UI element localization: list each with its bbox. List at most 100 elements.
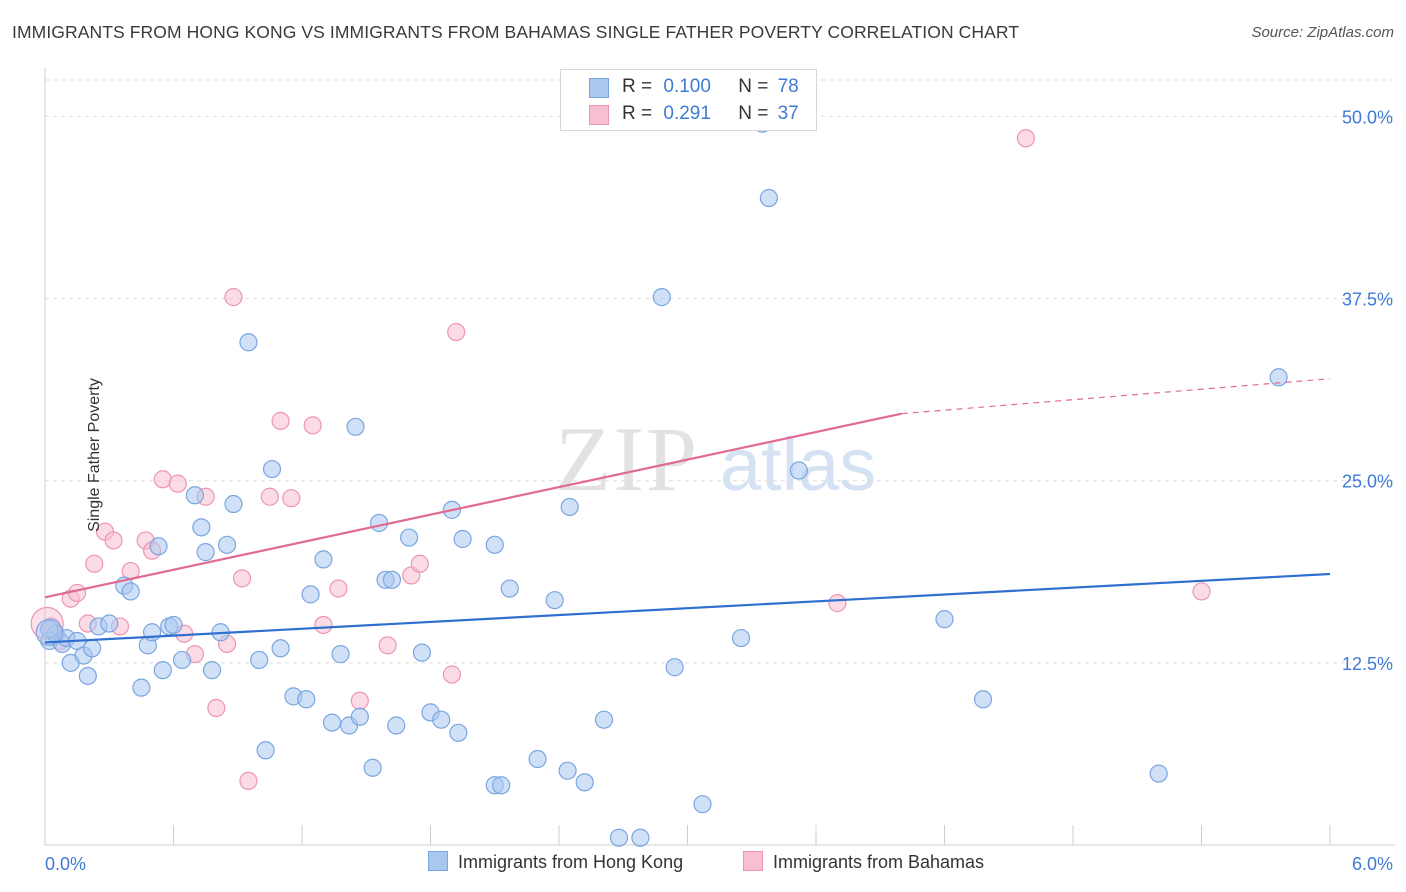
data-point-bahamas <box>442 665 462 684</box>
data-point-hong-kong <box>314 550 333 569</box>
data-point-hong-kong <box>528 749 547 769</box>
chart-title: IMMIGRANTS FROM HONG KONG VS IMMIGRANTS … <box>12 22 1020 42</box>
r-value: 0.291 <box>663 103 711 124</box>
data-point-hong-kong <box>759 188 778 208</box>
watermark-zip: ZIP <box>555 408 699 510</box>
data-point-hong-kong-cluster <box>35 618 63 646</box>
data-point-hong-kong <box>665 658 684 677</box>
data-point-hong-kong <box>558 761 577 780</box>
data-point-hong-kong <box>399 528 419 547</box>
r-value: 0.100 <box>663 76 711 97</box>
bottom-legend-swatch-hong-kong <box>428 851 448 871</box>
data-point-hong-kong <box>973 690 993 709</box>
legend-stats-hong-kong: R = 0.100 N = 78 <box>622 76 799 98</box>
data-point-hong-kong <box>83 639 102 658</box>
data-point-hong-kong <box>217 535 237 554</box>
data-point-hong-kong <box>250 650 269 670</box>
x-tick-labels: 0.0% 6.0% <box>45 854 1393 874</box>
data-point-hong-kong <box>196 543 215 562</box>
trend-line-hong-kong <box>44 572 1331 644</box>
data-point-hong-kong <box>594 710 614 729</box>
bottom-legend-hong-kong: Immigrants from Hong Kong <box>428 851 683 873</box>
data-point-hong-kong <box>262 459 282 479</box>
data-point-hong-kong <box>545 591 564 610</box>
data-point-hong-kong <box>142 623 162 642</box>
data-point-hong-kong <box>224 494 243 514</box>
data-point-bahamas <box>410 554 429 573</box>
data-point-bahamas <box>350 691 369 710</box>
data-point-bahamas <box>282 489 301 508</box>
bottom-legend-label-bahamas: Immigrants from Bahamas <box>773 852 985 872</box>
data-point-hong-kong <box>453 529 472 549</box>
data-point-hong-kong <box>132 678 151 697</box>
data-point-bahamas <box>447 322 466 342</box>
data-point-bahamas <box>168 474 187 493</box>
data-point-hong-kong <box>631 828 650 847</box>
stats-legend: R = 0.100 N = 78 R = 0.291 N = 37 <box>560 69 817 131</box>
data-point-hong-kong <box>153 661 172 680</box>
y-tick-labels: 12.5% 25.0% 37.5% 50.0% <box>1342 107 1393 673</box>
data-point-bahamas <box>329 579 348 598</box>
axes <box>44 68 1395 846</box>
data-point-bahamas <box>378 636 397 655</box>
data-point-hong-kong <box>1269 368 1288 387</box>
data-point-bahamas <box>271 411 290 431</box>
data-point-bahamas <box>1016 129 1035 148</box>
data-point-hong-kong <box>185 486 205 505</box>
data-point-hong-kong <box>652 288 671 307</box>
trend-lines <box>44 378 1331 644</box>
data-point-hong-kong <box>322 713 342 732</box>
watermark: ZIP atlas <box>555 408 876 510</box>
data-point-hong-kong <box>121 582 140 601</box>
data-point-hong-kong <box>449 723 468 742</box>
source-label: Source: ZipAtlas.com <box>1251 24 1394 41</box>
data-point-hong-kong <box>387 716 406 735</box>
legend-swatch-bahamas <box>589 105 609 125</box>
data-point-hong-kong <box>1149 764 1168 783</box>
data-point-hong-kong <box>192 518 211 537</box>
n-value: 37 <box>777 103 799 124</box>
y-tick-label: 12.5% <box>1342 654 1393 674</box>
data-point-hong-kong <box>935 610 954 629</box>
r-label: R = <box>622 76 653 97</box>
data-point-hong-kong <box>346 417 365 436</box>
data-point-hong-kong <box>297 690 316 709</box>
data-point-hong-kong <box>172 650 192 670</box>
n-label: N = <box>738 76 769 97</box>
bottom-legend-bahamas: Immigrants from Bahamas <box>743 851 984 873</box>
data-point-bahamas <box>85 554 104 573</box>
data-point-hong-kong <box>239 333 258 352</box>
y-tick-label: 37.5% <box>1342 290 1393 310</box>
data-point-bahamas <box>207 698 226 718</box>
data-point-hong-kong <box>350 707 369 726</box>
data-point-hong-kong <box>492 776 511 795</box>
bottom-legend-swatch-bahamas <box>743 851 763 871</box>
data-point-bahamas <box>232 569 252 588</box>
data-point-hong-kong <box>100 614 119 633</box>
data-point-bahamas <box>153 470 172 489</box>
data-point-hong-kong <box>164 615 183 635</box>
data-point-hong-kong <box>432 710 451 729</box>
data-point-hong-kong <box>560 497 579 517</box>
data-point-bahamas <box>828 594 847 613</box>
data-point-bahamas <box>314 615 333 635</box>
y-axis-label: Single Father Poverty <box>85 378 103 532</box>
data-point-hong-kong <box>149 537 168 556</box>
legend-stats-bahamas: R = 0.291 N = 37 <box>622 103 799 125</box>
bottom-legend-label-hong-kong: Immigrants from Hong Kong <box>458 852 684 872</box>
n-label: N = <box>738 103 769 124</box>
data-point-bahamas <box>303 416 322 435</box>
y-tick-label: 50.0% <box>1342 107 1393 127</box>
data-point-bahamas <box>224 288 243 307</box>
y-tick-label: 25.0% <box>1342 472 1393 492</box>
data-point-hong-kong <box>363 758 382 777</box>
x-tick-label: 0.0% <box>45 854 86 874</box>
data-point-hong-kong <box>693 795 712 814</box>
data-point-bahamas <box>260 487 279 506</box>
data-point-bahamas <box>68 583 87 603</box>
r-label: R = <box>622 103 653 124</box>
n-value: 78 <box>777 76 799 97</box>
data-point-hong-kong <box>256 741 275 760</box>
data-point-hong-kong <box>78 666 97 686</box>
